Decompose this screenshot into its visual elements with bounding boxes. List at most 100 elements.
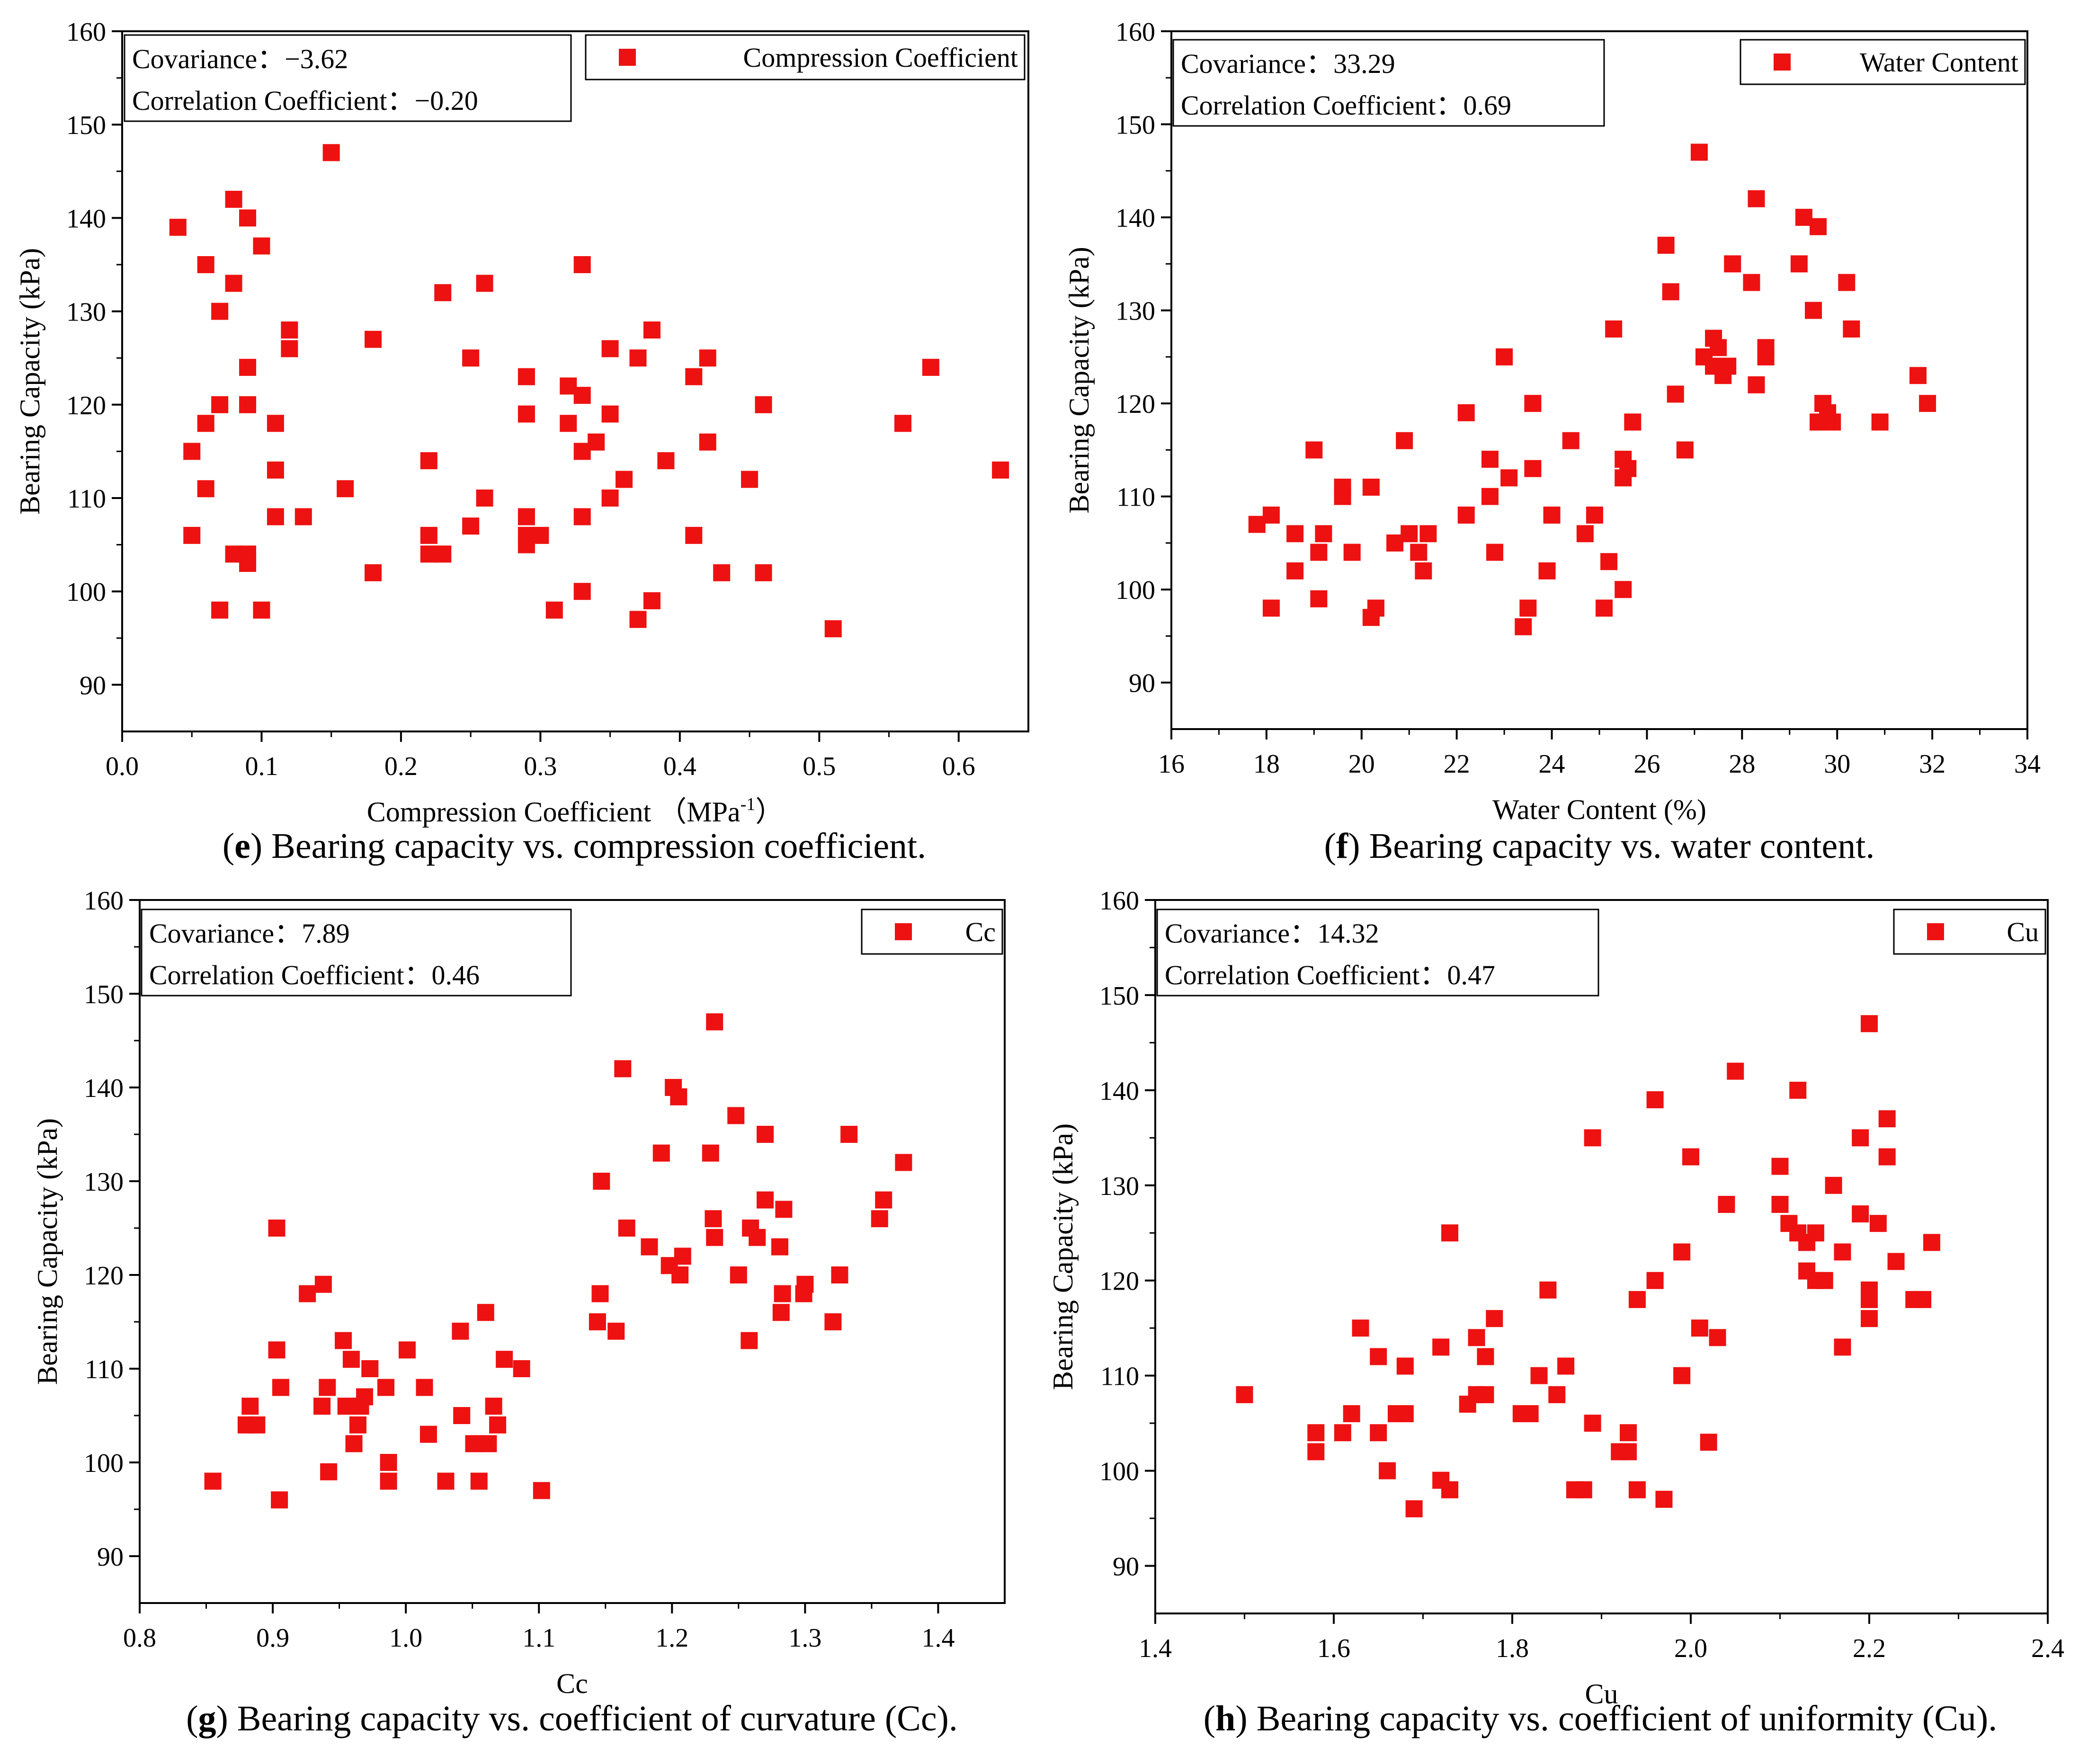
data-point <box>533 1482 550 1499</box>
data-point <box>377 1379 394 1396</box>
data-point <box>1415 562 1432 579</box>
x-axis-label: Cc <box>556 1668 588 1699</box>
data-point <box>1481 451 1499 468</box>
legend-marker <box>1927 923 1944 940</box>
data-point <box>1655 1490 1673 1508</box>
data-point <box>560 415 577 432</box>
y-axis-label: Bearing Capacity (kPa) <box>32 1118 63 1385</box>
data-point <box>299 1285 316 1302</box>
data-point <box>183 443 201 460</box>
data-point <box>1662 283 1679 301</box>
data-point <box>398 1341 416 1359</box>
data-point <box>1396 432 1413 449</box>
data-point <box>1530 1367 1548 1384</box>
data-point <box>1682 1148 1699 1166</box>
data-point <box>730 1266 747 1283</box>
y-axis-label: Bearing Capacity (kPa) <box>1047 1123 1079 1390</box>
data-point <box>641 1238 658 1256</box>
data-point <box>470 1472 488 1490</box>
data-point <box>532 526 549 544</box>
data-point <box>1887 1253 1905 1270</box>
data-point <box>1386 534 1404 552</box>
data-point <box>1878 1110 1896 1128</box>
data-point <box>453 1407 471 1424</box>
data-point <box>437 1472 455 1490</box>
data-point <box>1871 413 1889 431</box>
data-point <box>197 256 214 273</box>
y-tick-label: 120 <box>1115 390 1155 419</box>
data-point <box>992 461 1009 479</box>
x-tick-label: 2.4 <box>2031 1634 2064 1663</box>
data-point <box>1286 562 1304 579</box>
data-point <box>239 209 257 227</box>
data-point <box>518 368 535 385</box>
data-point <box>1805 302 1822 319</box>
data-point <box>1521 1405 1539 1423</box>
legend-label: Cc <box>965 917 996 947</box>
data-point <box>657 452 675 470</box>
data-point <box>1771 1195 1789 1213</box>
data-point <box>775 1201 793 1218</box>
data-point <box>1379 1462 1396 1479</box>
data-point <box>513 1360 530 1377</box>
data-point <box>1673 1367 1691 1384</box>
x-tick-label: 20 <box>1348 749 1375 779</box>
data-point <box>239 555 257 572</box>
panel-caption: (h) Bearing capacity vs. coefficient of … <box>1204 1699 1997 1738</box>
data-point <box>1757 348 1775 365</box>
data-point <box>271 1491 288 1509</box>
data-point <box>239 396 257 413</box>
y-tick-label: 90 <box>80 671 106 700</box>
data-point <box>824 620 842 638</box>
legend-box <box>1893 909 2046 955</box>
data-point <box>518 508 535 526</box>
x-tick-label: 2.0 <box>1674 1634 1707 1663</box>
data-point <box>1861 1291 1878 1308</box>
data-point <box>1771 1158 1789 1175</box>
data-point <box>824 1313 842 1330</box>
x-tick-label: 0.4 <box>663 752 696 781</box>
data-point <box>281 340 298 357</box>
data-point <box>419 1425 437 1443</box>
data-point <box>239 358 257 376</box>
legend-label: Compression Coefficient <box>743 42 1018 73</box>
data-point <box>895 1154 912 1171</box>
data-point <box>1307 1443 1325 1461</box>
covariance-text: Covariance：7.89 <box>149 918 350 949</box>
data-point <box>365 564 382 581</box>
y-tick-label: 110 <box>1116 483 1155 512</box>
data-point <box>1852 1205 1869 1223</box>
data-point <box>601 405 619 423</box>
data-point <box>607 1322 625 1340</box>
data-point <box>465 1435 482 1452</box>
data-point <box>1584 1129 1601 1147</box>
data-point <box>361 1360 379 1377</box>
data-point <box>674 1247 691 1265</box>
data-point <box>434 545 452 563</box>
y-tick-label: 150 <box>1099 981 1139 1011</box>
data-point <box>573 256 591 273</box>
data-point <box>1620 1443 1637 1461</box>
data-point <box>1262 599 1280 617</box>
data-point <box>420 526 437 544</box>
y-axis-label: Bearing Capacity (kPa) <box>1063 247 1095 513</box>
data-point <box>322 144 340 161</box>
y-tick-label: 100 <box>1115 576 1155 605</box>
data-point <box>670 1088 687 1105</box>
data-point <box>601 490 619 507</box>
data-point <box>1825 1176 1842 1194</box>
data-point <box>1441 1224 1459 1242</box>
correlation-text: Correlation Coefficient：0.46 <box>149 960 480 990</box>
data-point <box>1457 404 1475 421</box>
data-point <box>1810 218 1827 235</box>
y-tick-label: 140 <box>1115 204 1155 233</box>
data-point <box>1370 1348 1387 1365</box>
data-point <box>1807 1224 1824 1242</box>
data-point <box>757 1126 774 1143</box>
data-point <box>1262 506 1280 524</box>
data-point <box>349 1416 366 1434</box>
data-point <box>281 321 298 339</box>
data-point <box>452 1322 469 1340</box>
y-tick-label: 150 <box>1115 111 1155 140</box>
